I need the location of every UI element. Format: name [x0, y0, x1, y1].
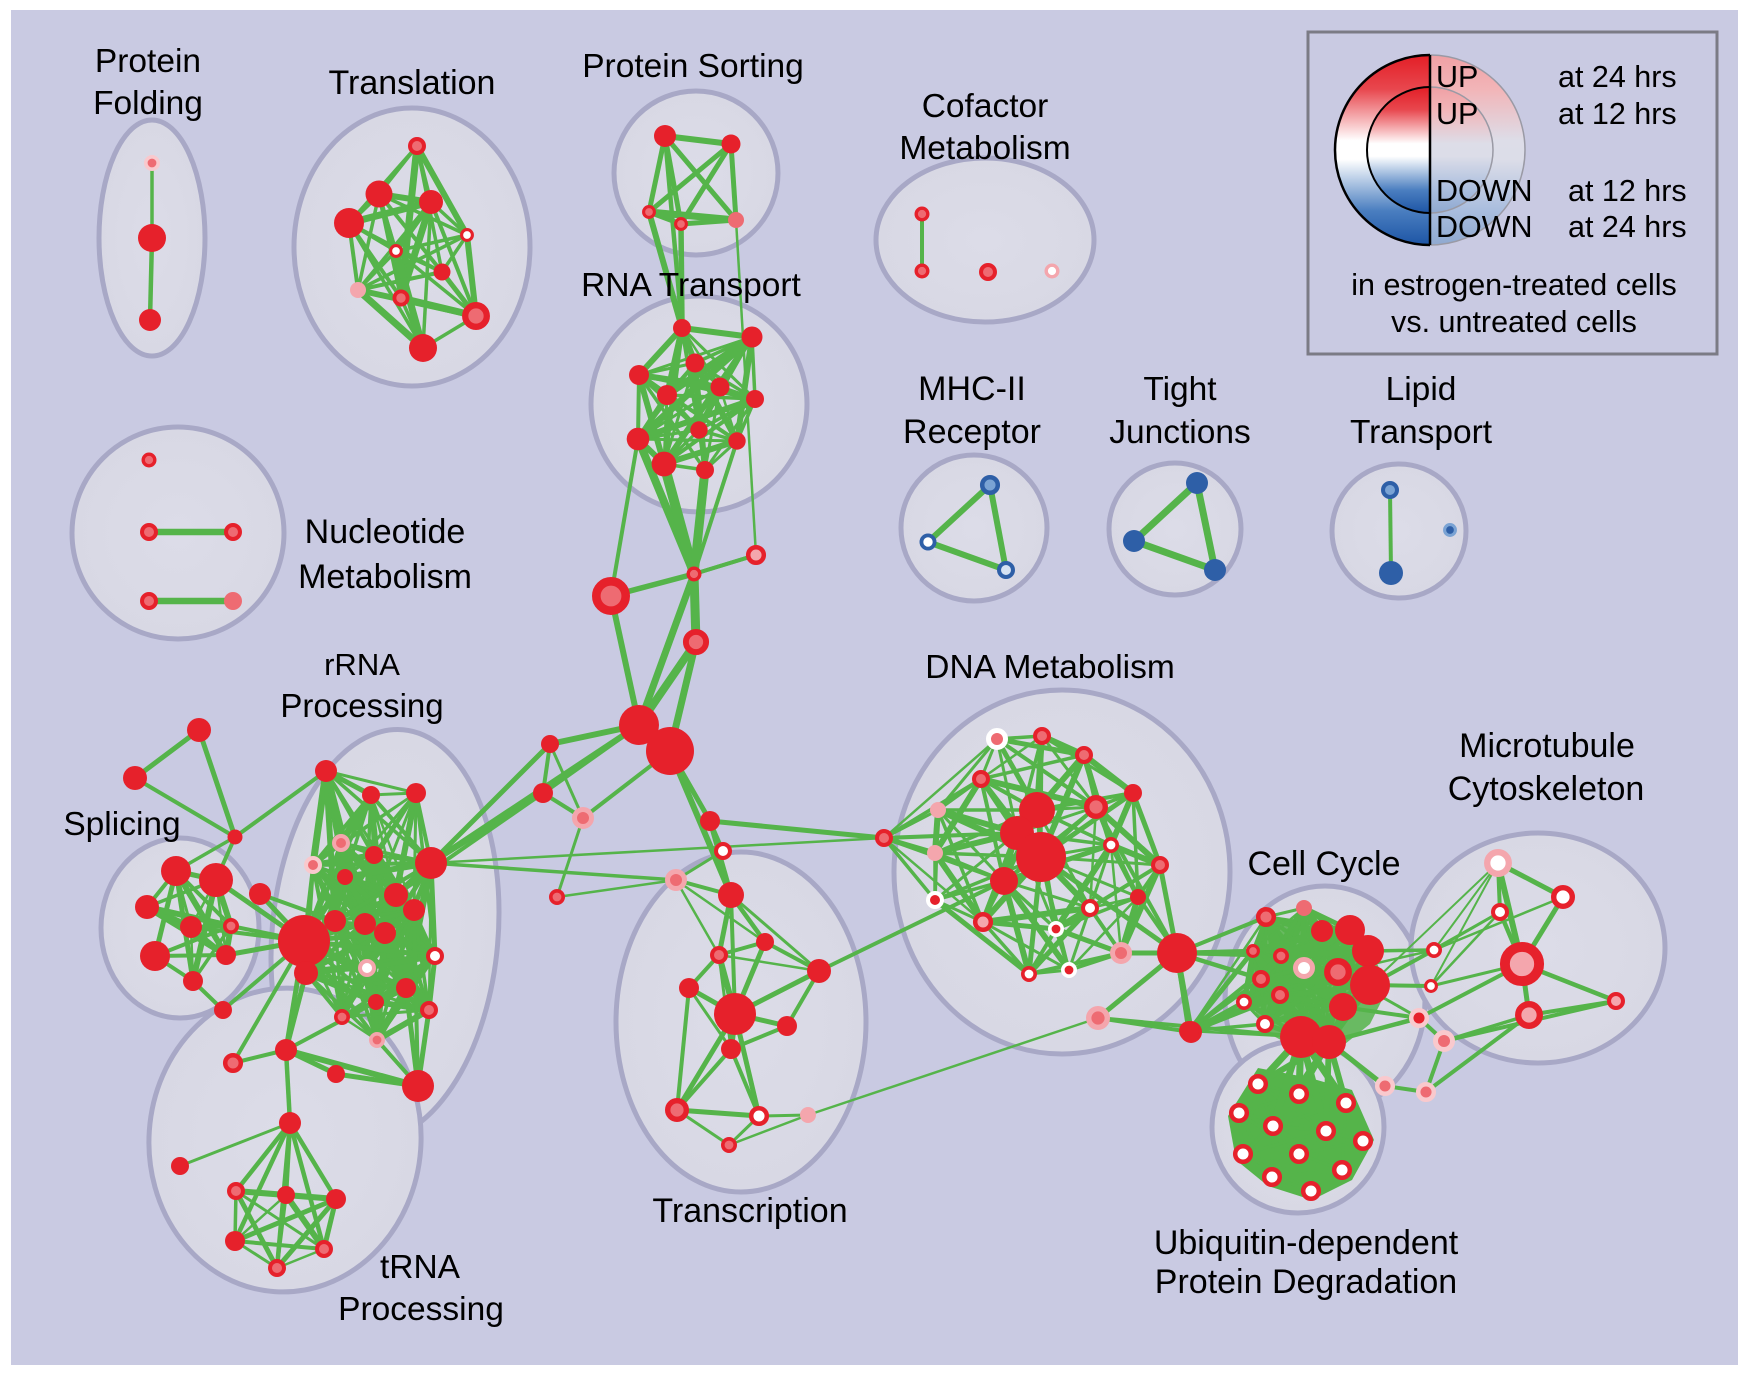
svg-text:Cell Cycle: Cell Cycle — [1247, 845, 1400, 883]
svg-text:in estrogen-treated cells: in estrogen-treated cells — [1351, 268, 1677, 302]
svg-text:Processing: Processing — [280, 687, 443, 724]
svg-text:Splicing: Splicing — [63, 806, 180, 843]
svg-text:Protein Degradation: Protein Degradation — [1155, 1263, 1457, 1301]
svg-text:rRNA: rRNA — [324, 647, 400, 682]
svg-text:at 24 hrs: at 24 hrs — [1558, 60, 1677, 94]
svg-text:UP: UP — [1436, 97, 1478, 131]
svg-text:Metabolism: Metabolism — [298, 558, 472, 596]
svg-text:Nucleotide: Nucleotide — [305, 513, 466, 551]
svg-text:Receptor: Receptor — [903, 413, 1041, 451]
svg-text:Protein Sorting: Protein Sorting — [582, 48, 804, 85]
svg-text:Processing: Processing — [338, 1291, 504, 1328]
svg-text:DOWN: DOWN — [1436, 210, 1533, 244]
svg-text:Lipid: Lipid — [1386, 371, 1457, 408]
svg-text:Cytoskeleton: Cytoskeleton — [1448, 770, 1645, 808]
svg-text:Folding: Folding — [93, 85, 203, 122]
svg-text:Microtubule: Microtubule — [1459, 727, 1635, 765]
svg-text:Cofactor: Cofactor — [922, 88, 1049, 125]
svg-text:vs. untreated cells: vs. untreated cells — [1391, 305, 1637, 339]
svg-text:Protein: Protein — [95, 43, 201, 80]
svg-text:Transcription: Transcription — [652, 1192, 847, 1230]
svg-text:Metabolism: Metabolism — [899, 130, 1070, 167]
svg-text:UP: UP — [1436, 60, 1478, 94]
svg-text:DOWN: DOWN — [1436, 174, 1533, 208]
svg-text:at 12 hrs: at 12 hrs — [1568, 174, 1687, 208]
svg-text:RNA Transport: RNA Transport — [581, 267, 801, 304]
svg-text:MHC-II: MHC-II — [918, 370, 1026, 408]
svg-text:DNA Metabolism: DNA Metabolism — [925, 649, 1174, 686]
svg-text:Ubiquitin-dependent: Ubiquitin-dependent — [1154, 1224, 1459, 1262]
svg-text:tRNA: tRNA — [380, 1249, 461, 1286]
svg-text:at 12 hrs: at 12 hrs — [1558, 97, 1677, 131]
svg-text:Tight: Tight — [1143, 371, 1217, 408]
svg-text:Translation: Translation — [329, 64, 496, 102]
svg-text:Transport: Transport — [1350, 414, 1493, 451]
svg-text:at 24 hrs: at 24 hrs — [1568, 210, 1687, 244]
svg-text:Junctions: Junctions — [1109, 414, 1251, 451]
